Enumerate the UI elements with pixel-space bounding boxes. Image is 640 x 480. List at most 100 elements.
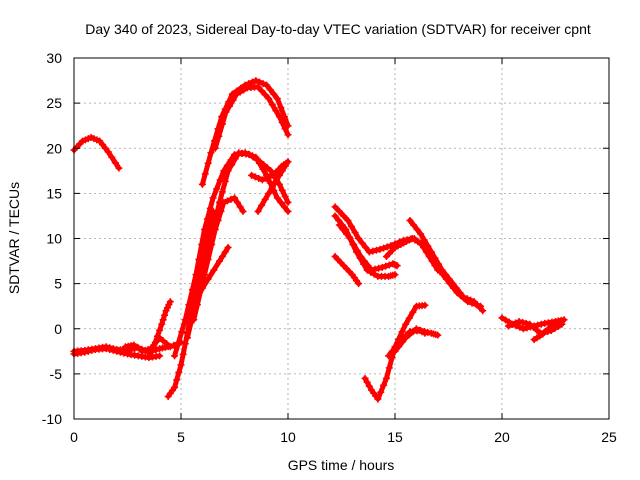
series-arc-14 xyxy=(184,245,231,323)
data-point-marker xyxy=(178,328,186,336)
data-point-marker xyxy=(554,319,562,327)
data-point-marker xyxy=(385,364,393,372)
data-point-marker xyxy=(413,225,421,233)
data-point-marker xyxy=(335,216,343,224)
data-point-marker xyxy=(533,326,541,334)
data-point-marker xyxy=(233,90,241,98)
x-tick-label: 20 xyxy=(494,429,510,445)
data-point-marker xyxy=(260,161,268,169)
data-point-marker xyxy=(217,207,225,215)
data-point-marker xyxy=(195,256,203,264)
y-tick-label: 5 xyxy=(54,276,62,292)
data-point-marker xyxy=(163,340,171,348)
data-point-marker xyxy=(398,338,406,346)
data-point-marker xyxy=(249,153,257,161)
data-point-marker xyxy=(116,348,124,356)
data-point-marker xyxy=(261,195,269,203)
data-point-marker xyxy=(108,153,116,161)
y-tick-label: 30 xyxy=(46,50,62,66)
data-point-marker xyxy=(265,189,273,197)
data-point-marker xyxy=(344,216,352,224)
data-point-marker xyxy=(268,101,276,109)
data-point-marker xyxy=(335,207,343,215)
data-point-marker xyxy=(198,180,206,188)
data-point-marker xyxy=(275,171,283,179)
data-point-marker xyxy=(159,316,167,324)
data-point-marker xyxy=(231,155,239,163)
data-point-marker xyxy=(185,301,193,309)
data-point-marker xyxy=(380,244,388,252)
x-tick-label: 15 xyxy=(387,429,403,445)
series-arc-11 xyxy=(191,195,246,323)
data-point-marker xyxy=(253,155,261,163)
data-point-marker xyxy=(278,167,286,175)
data-point-marker xyxy=(174,340,182,348)
data-point-marker xyxy=(422,248,430,256)
data-point-marker xyxy=(331,212,339,220)
data-point-marker xyxy=(284,131,292,139)
data-point-marker xyxy=(175,368,183,376)
data-point-marker xyxy=(258,87,266,95)
data-point-marker xyxy=(434,331,442,339)
data-point-marker xyxy=(277,198,285,206)
data-point-marker xyxy=(270,90,278,98)
data-point-marker xyxy=(272,177,280,185)
data-point-marker xyxy=(211,225,219,233)
data-point-marker xyxy=(192,271,200,279)
data-point-marker xyxy=(284,207,292,215)
data-point-marker xyxy=(529,323,537,331)
data-point-marker xyxy=(229,96,237,104)
data-point-marker xyxy=(504,322,512,330)
data-point-marker xyxy=(445,275,453,283)
data-point-marker xyxy=(385,352,393,360)
data-point-marker xyxy=(256,158,264,166)
data-point-marker xyxy=(402,334,410,342)
data-point-marker xyxy=(479,307,487,315)
data-point-marker xyxy=(273,95,281,103)
data-point-marker xyxy=(183,334,191,342)
y-axis-title: SDTVAR / TECUs xyxy=(6,182,22,294)
data-point-marker xyxy=(265,95,273,103)
data-point-marker xyxy=(355,280,363,288)
data-point-marker xyxy=(378,263,386,271)
data-point-marker xyxy=(275,180,283,188)
data-point-marker xyxy=(265,173,273,181)
data-point-marker xyxy=(272,107,280,115)
data-point-marker xyxy=(251,173,259,181)
data-point-marker xyxy=(280,203,288,211)
data-point-marker xyxy=(376,245,384,253)
data-point-marker xyxy=(498,314,506,322)
series-arc-21 xyxy=(362,302,428,402)
data-point-marker xyxy=(387,242,395,250)
data-point-marker xyxy=(409,308,417,316)
data-point-marker xyxy=(345,233,353,241)
y-tick-label: -10 xyxy=(42,411,62,427)
data-point-marker xyxy=(275,113,283,121)
data-point-marker xyxy=(519,325,527,333)
data-point-marker xyxy=(259,80,267,88)
data-point-marker xyxy=(352,248,360,256)
data-point-marker xyxy=(375,264,383,272)
data-point-marker xyxy=(96,137,104,145)
data-point-marker xyxy=(417,230,425,238)
series-arc-18 xyxy=(332,254,362,287)
data-point-marker xyxy=(266,86,274,94)
data-point-marker xyxy=(204,159,212,167)
data-point-marker xyxy=(405,331,413,339)
data-point-marker xyxy=(537,320,545,328)
data-point-marker xyxy=(254,207,262,215)
data-point-marker xyxy=(449,280,457,288)
data-point-marker xyxy=(370,270,378,278)
data-point-marker xyxy=(171,352,179,360)
data-point-marker xyxy=(263,164,271,172)
data-point-marker xyxy=(158,320,166,328)
data-point-marker xyxy=(224,244,232,252)
data-point-marker xyxy=(153,332,161,340)
data-point-marker xyxy=(434,266,442,274)
data-point-marker xyxy=(391,271,399,279)
data-point-marker xyxy=(198,241,206,249)
data-point-marker xyxy=(456,289,464,297)
data-point-marker xyxy=(183,316,191,324)
data-point-marker xyxy=(262,174,270,182)
